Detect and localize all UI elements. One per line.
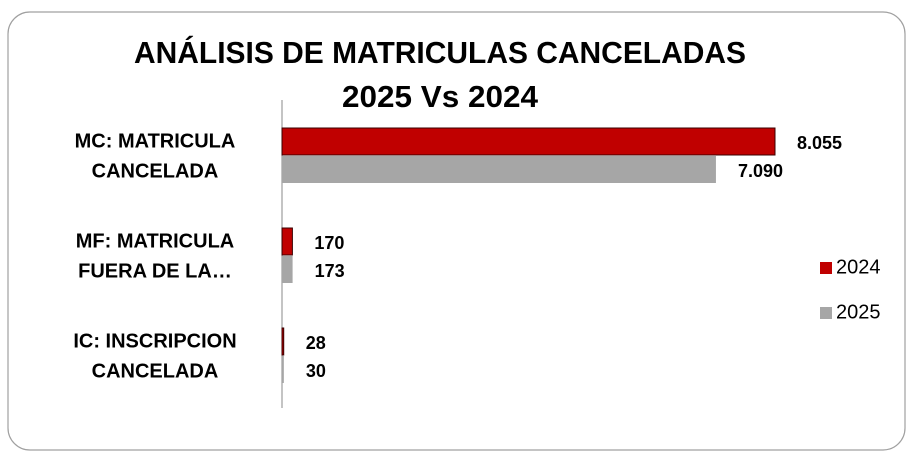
data-label: 173	[315, 261, 345, 281]
data-label: 8.055	[797, 133, 842, 153]
y-tick-label: FUERA DE LA…	[78, 260, 232, 282]
bar	[281, 327, 285, 356]
bar	[282, 156, 716, 183]
data-label: 28	[306, 333, 326, 353]
y-tick-label: CANCELADA	[92, 160, 219, 182]
legend-swatch	[820, 307, 832, 319]
y-tick-label: IC: INSCRIPCION	[73, 330, 236, 352]
chart-title: 2025 Vs 2024	[342, 79, 539, 114]
chart-frame	[7, 11, 906, 451]
bar	[282, 356, 284, 383]
legend-label: 2024	[836, 256, 881, 278]
chart-title: ANÁLISIS DE MATRICULAS CANCELADAS	[134, 35, 746, 70]
data-label: 30	[306, 361, 326, 381]
data-label: 170	[314, 233, 344, 253]
bar	[281, 127, 776, 156]
bar	[282, 256, 293, 283]
y-tick-label: MF: MATRICULA	[76, 230, 234, 252]
data-label: 7.090	[738, 161, 783, 181]
y-tick-label: CANCELADA	[92, 360, 219, 382]
y-tick-label: MC: MATRICULA	[75, 130, 236, 152]
legend-label: 2025	[836, 301, 881, 323]
legend-swatch	[820, 262, 832, 274]
bar	[281, 227, 293, 256]
